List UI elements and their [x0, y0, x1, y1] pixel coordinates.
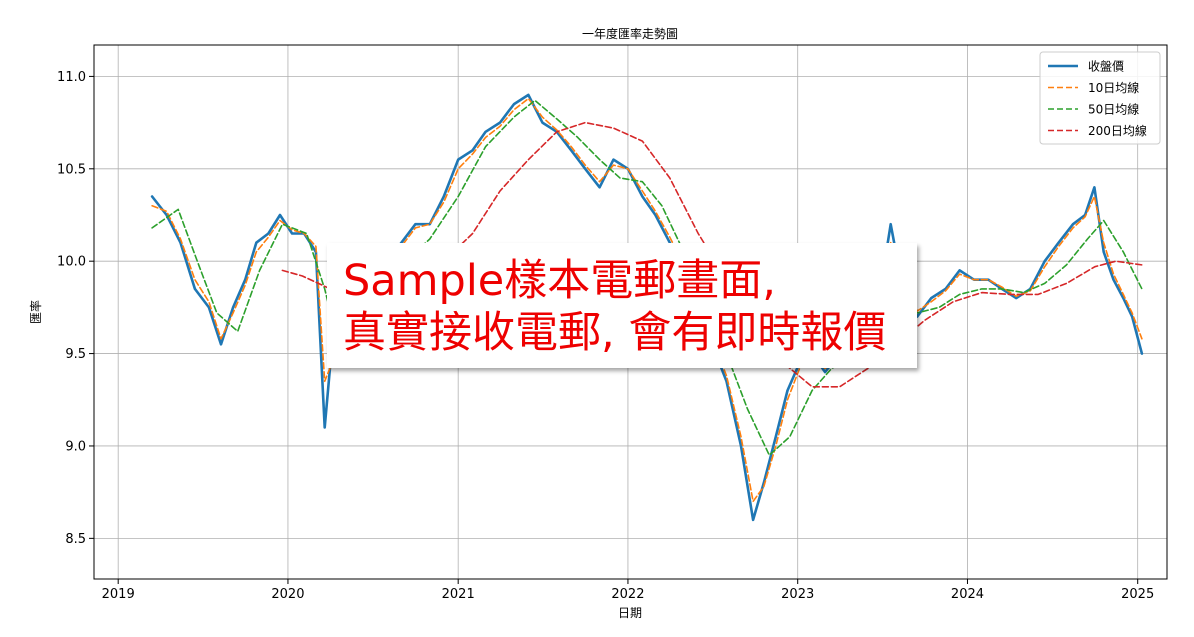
y-tick-label: 11.0 [57, 70, 86, 85]
legend-entry: 200日均線 [1088, 123, 1147, 138]
x-axis-label: 日期 [618, 606, 642, 620]
x-tick-label: 2020 [271, 587, 304, 602]
axis-ticks: 2019 2020 2021 2022 2023 2024 2025 8.5 9.0 9.5 10.… [57, 70, 1154, 602]
x-tick-label: 2021 [442, 587, 475, 602]
x-tick-label: 2023 [781, 587, 814, 602]
chart-title: 一年度匯率走勢圖 [582, 26, 678, 41]
x-tick-label: 2019 [102, 587, 135, 602]
ma50-line [151, 99, 1143, 457]
legend-entry: 50日均線 [1088, 102, 1139, 117]
legend-box [1039, 51, 1161, 145]
y-axis-label: 匯率 [28, 300, 43, 324]
ma10-line [151, 97, 1143, 503]
y-tick-label: 8.5 [65, 532, 86, 547]
y-tick-label: 10.0 [57, 255, 86, 270]
sample-notice-line-1: Sample樣本電郵畫面, [343, 256, 776, 306]
y-tick-label: 9.0 [65, 439, 86, 454]
legend: 收盤價 10日均線 50日均線 200日均線 [1039, 51, 1161, 145]
sample-notice-banner: Sample樣本電郵畫面, 真實接收電郵, 會有即時報價 [327, 243, 917, 368]
sample-notice-line-2: 真實接收電郵, 會有即時報價 [343, 308, 887, 358]
x-tick-label: 2025 [1121, 587, 1154, 602]
plot-frame [93, 44, 1168, 580]
y-tick-label: 10.5 [57, 162, 86, 177]
legend-entry: 收盤價 [1088, 60, 1124, 74]
x-tick-label: 2024 [951, 587, 984, 602]
legend-entry: 10日均線 [1088, 80, 1139, 95]
x-tick-label: 2022 [611, 587, 644, 602]
y-tick-label: 9.5 [65, 347, 86, 362]
